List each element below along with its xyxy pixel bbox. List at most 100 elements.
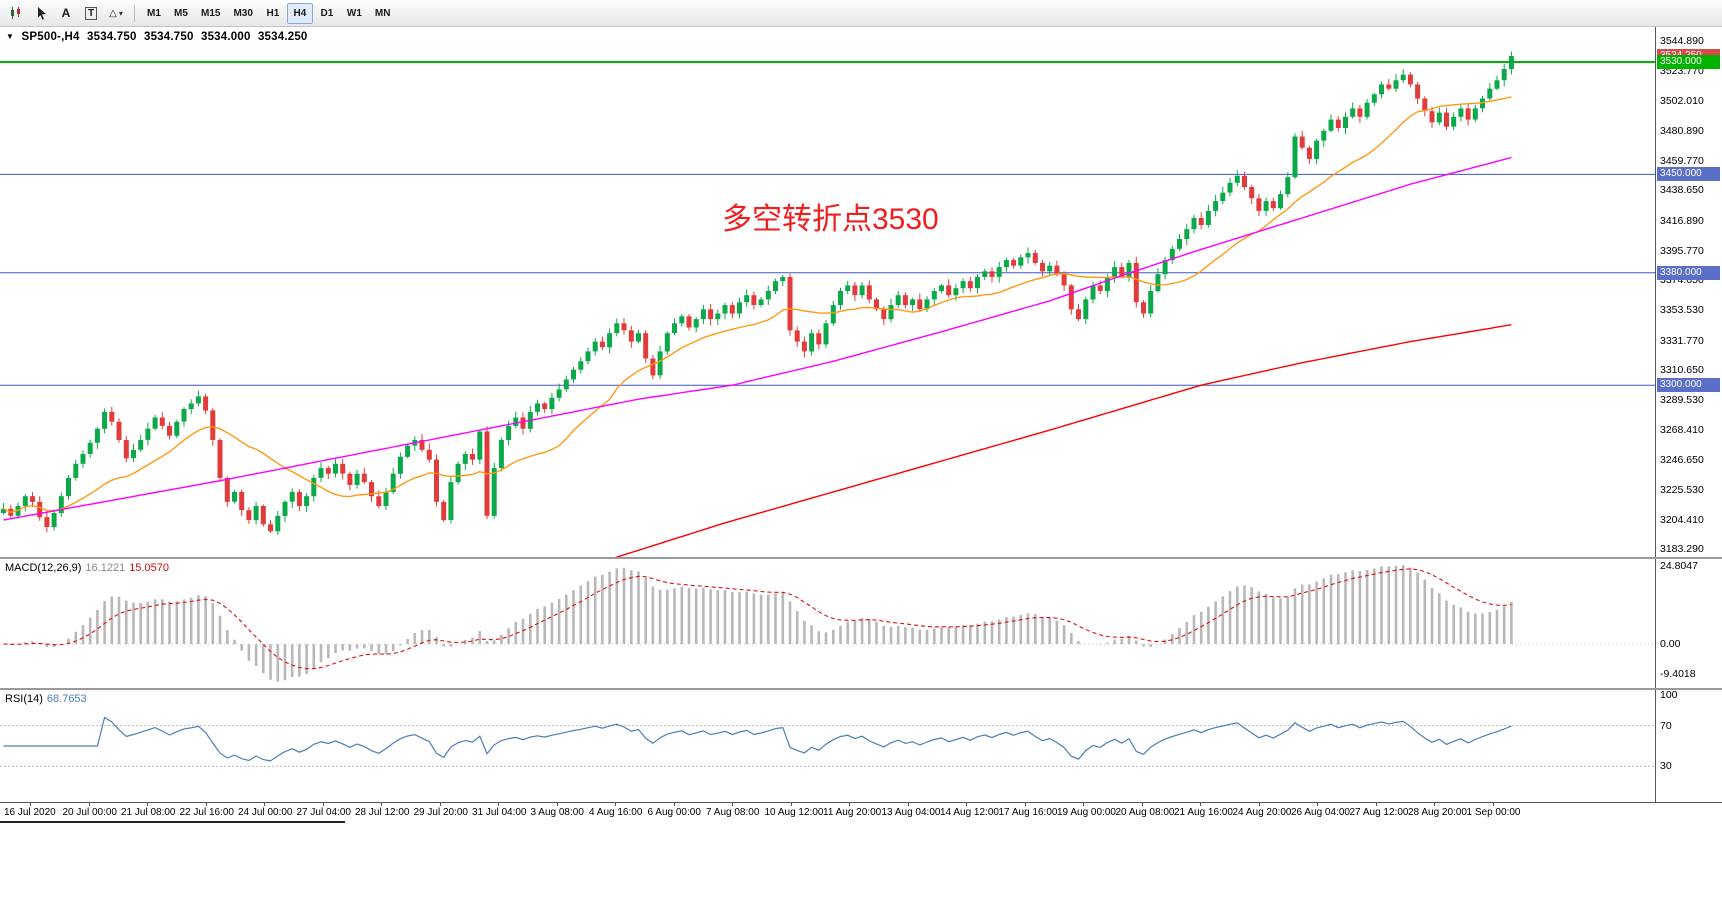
price-tag-3450.000: 3450.000 (1657, 167, 1720, 182)
price-axis-label: 3204.410 (1660, 513, 1704, 526)
collapse-triangle-icon[interactable]: ▼ (6, 32, 15, 41)
rsi-axis-label: 30 (1660, 760, 1672, 773)
cursor-icon (37, 7, 46, 20)
text-tool-icon: A (61, 6, 71, 20)
time-axis-tick (1492, 803, 1494, 806)
price-axis-label: 3544.890 (1660, 35, 1704, 48)
chevron-down-icon: ▾ (118, 8, 123, 18)
time-axis-label: 14 Aug 12:00 (940, 807, 999, 818)
quote-line: ▼ SP500-,H4 3534.750 3534.750 3534.000 3… (6, 31, 312, 43)
shapes-tool-button[interactable]: △ ▾ (104, 3, 128, 24)
timeframe-button-h1[interactable]: H1 (266, 7, 280, 19)
time-axis-label: 24 Aug 20:00 (1232, 807, 1292, 818)
time-axis-label: 21 Jul 08:00 (121, 807, 176, 818)
price-axis-label: 3438.650 (1660, 184, 1704, 197)
timeframe-button-mn[interactable]: MN (374, 7, 391, 19)
panel-splitter[interactable] (0, 688, 1722, 690)
macd-panel[interactable] (0, 559, 1655, 688)
time-axis-label: 27 Aug 12:00 (1349, 807, 1409, 818)
annotation-text[interactable]: 多空转折点3530 (722, 203, 939, 236)
quote-open: 3534.750 (87, 31, 137, 43)
macd-main-value: 16.1221 (85, 562, 126, 574)
time-axis-tick (205, 803, 207, 806)
time-axis-tick (673, 803, 675, 806)
time-axis-label: 29 Jul 20:00 (413, 807, 469, 818)
time-axis[interactable]: 16 Jul 2020 20 Jul 00:00 21 Jul 08:00 22 Ju… (0, 802, 1722, 820)
timeframe-button-m30[interactable]: M30 (233, 7, 253, 19)
time-axis-label: 10 Aug 12:00 (764, 807, 824, 818)
price-axis-label: 3480.890 (1660, 125, 1704, 137)
price-tag-3300.000: 3300.000 (1657, 378, 1720, 393)
time-axis-tick (439, 803, 441, 806)
time-axis-tick (322, 803, 324, 806)
chart-tool-button[interactable] (4, 3, 28, 24)
price-axis-label: 3268.410 (1660, 423, 1704, 436)
rsi-panel[interactable] (0, 690, 1655, 802)
price-axis-label: 3246.650 (1660, 454, 1704, 467)
time-axis-tick (1375, 803, 1377, 806)
timeframe-button-h4[interactable]: H4 (286, 2, 313, 24)
price-chart-panel[interactable] (0, 27, 1655, 557)
rsi-axis-label: 70 (1660, 719, 1672, 732)
quote-low: 3534.000 (200, 31, 251, 43)
time-axis-tick (30, 803, 31, 806)
quote-close: 3534.250 (257, 31, 308, 43)
panel-splitter[interactable] (0, 557, 1722, 559)
time-axis-tick (1141, 803, 1143, 806)
timeframe-button-d1[interactable]: D1 (320, 7, 334, 19)
macd-label: MACD(12,26,9) (5, 562, 82, 574)
time-axis-tick (966, 803, 967, 806)
time-axis-tick (147, 803, 148, 806)
timeframe-button-m5[interactable]: M5 (174, 7, 188, 19)
macd-signal-value: 15.0570 (129, 562, 169, 574)
time-axis-label: 7 Aug 08:00 (706, 807, 760, 818)
time-axis-label: 31 Jul 04:00 (472, 807, 527, 818)
right-axis[interactable]: 3544.890 3523.770 3502.010 3480.890 3459.770… (1655, 27, 1722, 802)
cursor-tool-button[interactable] (29, 3, 53, 24)
time-axis-label: 17 Aug 16:00 (998, 807, 1058, 818)
symbol-period-label: SP500-,H4 (21, 31, 80, 43)
textbox-tool-icon: T (84, 6, 98, 20)
time-axis-tick (1317, 803, 1318, 806)
macd-axis-label: 0.00 (1660, 638, 1681, 651)
rsi-label: RSI(14) (5, 693, 43, 705)
macd-axis-label: 24.8047 (1660, 560, 1698, 573)
time-axis-label: 13 Aug 04:00 (881, 807, 941, 818)
timeframe-button-m1[interactable]: M1 (147, 7, 161, 19)
time-axis-tick (615, 803, 616, 806)
time-axis-label: 19 Aug 00:00 (1057, 807, 1116, 818)
time-axis-tick (1083, 803, 1084, 806)
time-axis-tick (732, 803, 733, 806)
time-axis-label: 11 Aug 20:00 (823, 807, 882, 818)
macd-axis-label: -9.4018 (1660, 667, 1696, 680)
time-axis-label: 28 Jul 12:00 (355, 807, 410, 818)
time-axis-label: 6 Aug 00:00 (647, 807, 701, 818)
time-axis-tick (1024, 803, 1026, 806)
time-axis-label: 21 Aug 16:00 (1174, 807, 1233, 818)
timeframe-button-w1[interactable]: W1 (346, 7, 362, 19)
time-axis-label: 22 Jul 16:00 (179, 807, 235, 818)
time-axis-tick (498, 803, 499, 806)
macd-svg (0, 565, 1655, 682)
time-axis-label: 3 Aug 08:00 (530, 807, 584, 818)
textbox-tool-button[interactable]: T (79, 3, 103, 24)
time-axis-tick (88, 803, 90, 806)
time-axis-label: 20 Aug 08:00 (1115, 807, 1175, 818)
text-tool-button[interactable]: A (54, 3, 78, 24)
time-axis-tick (790, 803, 792, 806)
price-chart-svg (0, 51, 1655, 557)
shapes-icon: △ (109, 7, 117, 19)
time-axis-label: 26 Aug 04:00 (1291, 807, 1350, 818)
time-axis-tick (849, 803, 850, 806)
toolbar: A T △ ▾ M1 M5 M15 M30 H1 H4 D1 W1 MN (0, 0, 1722, 27)
toolbar-separator (134, 4, 135, 22)
time-axis-tick (1258, 803, 1260, 806)
price-axis-label: 3416.890 (1660, 214, 1704, 227)
quote-high: 3534.750 (143, 31, 194, 43)
time-axis-tick (264, 803, 265, 806)
time-axis-label: 20 Jul 00:00 (62, 807, 118, 818)
time-axis-label: 28 Aug 20:00 (1408, 807, 1467, 818)
price-axis-label: 3459.770 (1660, 154, 1704, 167)
h-scrollbar[interactable] (0, 821, 345, 823)
timeframe-button-m15[interactable]: M15 (201, 7, 221, 19)
